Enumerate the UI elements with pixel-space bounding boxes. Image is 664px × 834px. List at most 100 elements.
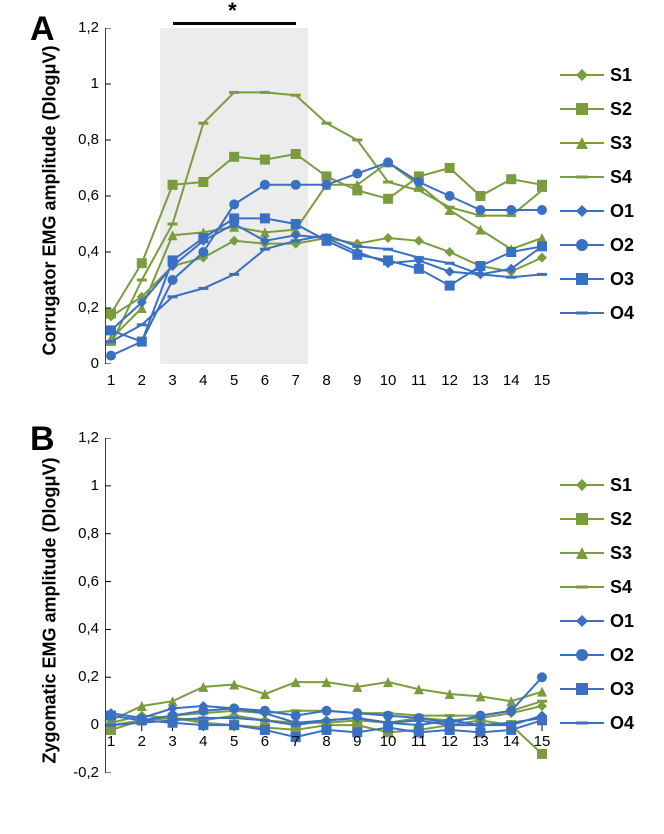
xtick-label: 7	[284, 733, 308, 750]
ytick-label: 0	[65, 716, 99, 733]
xtick-label: 5	[222, 733, 246, 750]
xtick-label: 6	[253, 733, 277, 750]
ytick-label: 0,4	[65, 620, 99, 637]
ytick-label: 1	[65, 75, 99, 92]
legend-item-O2: O2	[560, 645, 634, 665]
significance-asterisk: *	[228, 0, 237, 24]
panel-b-legend: S1 S2 S3 S4 O1 O2 O3 O4	[560, 475, 634, 747]
legend-marker-O1	[560, 611, 604, 631]
panel-b-plot	[105, 438, 548, 773]
legend-label-S1: S1	[610, 475, 632, 496]
ytick-label: 0,6	[65, 573, 99, 590]
legend-item-O4: O4	[560, 303, 634, 323]
legend-label-S4: S4	[610, 167, 632, 188]
xtick-label: 13	[468, 733, 492, 750]
xtick-label: 8	[315, 372, 339, 389]
panel-b-y-axis-label: Zygomatic EMG amplitude (DlogμV)	[40, 451, 61, 771]
legend-marker-S2	[560, 99, 604, 119]
ytick-label: 1	[65, 477, 99, 494]
legend-item-O2: O2	[560, 235, 634, 255]
legend-label-O2: O2	[610, 235, 634, 256]
legend-marker-S2	[560, 509, 604, 529]
legend-item-O4: O4	[560, 713, 634, 733]
xtick-label: 3	[161, 372, 185, 389]
xtick-label: 10	[376, 733, 400, 750]
legend-label-S3: S3	[610, 133, 632, 154]
xtick-label: 11	[407, 733, 431, 750]
panel-a-y-axis-label: Corrugator EMG amplitude (DlogμV)	[40, 41, 61, 361]
xtick-label: 15	[530, 372, 554, 389]
legend-marker-O1	[560, 201, 604, 221]
legend-marker-S3	[560, 133, 604, 153]
panel-a-legend: S1 S2 S3 S4 O1 O2 O3 O4	[560, 65, 634, 337]
legend-item-O3: O3	[560, 269, 634, 289]
legend-label-S2: S2	[610, 99, 632, 120]
ytick-label: 0,8	[65, 525, 99, 542]
ytick-label: -0,2	[65, 764, 99, 781]
legend-marker-S1	[560, 65, 604, 85]
ytick-label: 0,2	[65, 299, 99, 316]
legend-marker-O4	[560, 713, 604, 733]
legend-item-S2: S2	[560, 99, 634, 119]
xtick-label: 9	[345, 733, 369, 750]
significance-bar	[173, 22, 296, 25]
xtick-label: 6	[253, 372, 277, 389]
figure: A Corrugator EMG amplitude (DlogμV) 00,2…	[0, 0, 664, 834]
legend-label-O3: O3	[610, 269, 634, 290]
xtick-label: 8	[315, 733, 339, 750]
legend-marker-S4	[560, 577, 604, 597]
legend-label-O1: O1	[610, 611, 634, 632]
ytick-label: 0,4	[65, 243, 99, 260]
xtick-label: 7	[284, 372, 308, 389]
xtick-label: 14	[499, 372, 523, 389]
legend-item-O3: O3	[560, 679, 634, 699]
xtick-label: 4	[191, 372, 215, 389]
xtick-label: 3	[161, 733, 185, 750]
xtick-label: 1	[99, 372, 123, 389]
ytick-label: 1,2	[65, 429, 99, 446]
legend-label-S1: S1	[610, 65, 632, 86]
ytick-label: 0	[65, 355, 99, 372]
legend-item-S1: S1	[560, 65, 634, 85]
legend-item-O1: O1	[560, 201, 634, 221]
legend-marker-O2	[560, 645, 604, 665]
ytick-label: 0,8	[65, 131, 99, 148]
legend-item-S4: S4	[560, 577, 634, 597]
legend-marker-O2	[560, 235, 604, 255]
xtick-label: 9	[345, 372, 369, 389]
xtick-label: 10	[376, 372, 400, 389]
xtick-label: 14	[499, 733, 523, 750]
xtick-label: 15	[530, 733, 554, 750]
legend-item-S2: S2	[560, 509, 634, 529]
legend-label-O1: O1	[610, 201, 634, 222]
xtick-label: 1	[99, 733, 123, 750]
xtick-label: 2	[130, 733, 154, 750]
xtick-label: 11	[407, 372, 431, 389]
ytick-label: 0,6	[65, 187, 99, 204]
legend-label-S3: S3	[610, 543, 632, 564]
xtick-label: 5	[222, 372, 246, 389]
legend-marker-S1	[560, 475, 604, 495]
legend-marker-O3	[560, 269, 604, 289]
ytick-label: 0,2	[65, 668, 99, 685]
legend-label-O4: O4	[610, 303, 634, 324]
legend-item-S1: S1	[560, 475, 634, 495]
xtick-label: 4	[191, 733, 215, 750]
panel-a-plot	[105, 28, 548, 364]
legend-marker-S3	[560, 543, 604, 563]
legend-label-S2: S2	[610, 509, 632, 530]
legend-item-S3: S3	[560, 543, 634, 563]
legend-marker-O4	[560, 303, 604, 323]
legend-item-S4: S4	[560, 167, 634, 187]
xtick-label: 12	[438, 372, 462, 389]
legend-label-O4: O4	[610, 713, 634, 734]
legend-item-O1: O1	[560, 611, 634, 631]
legend-label-O3: O3	[610, 679, 634, 700]
legend-marker-O3	[560, 679, 604, 699]
ytick-label: 1,2	[65, 19, 99, 36]
legend-label-S4: S4	[610, 577, 632, 598]
xtick-label: 2	[130, 372, 154, 389]
legend-item-S3: S3	[560, 133, 634, 153]
xtick-label: 13	[468, 372, 492, 389]
legend-marker-S4	[560, 167, 604, 187]
